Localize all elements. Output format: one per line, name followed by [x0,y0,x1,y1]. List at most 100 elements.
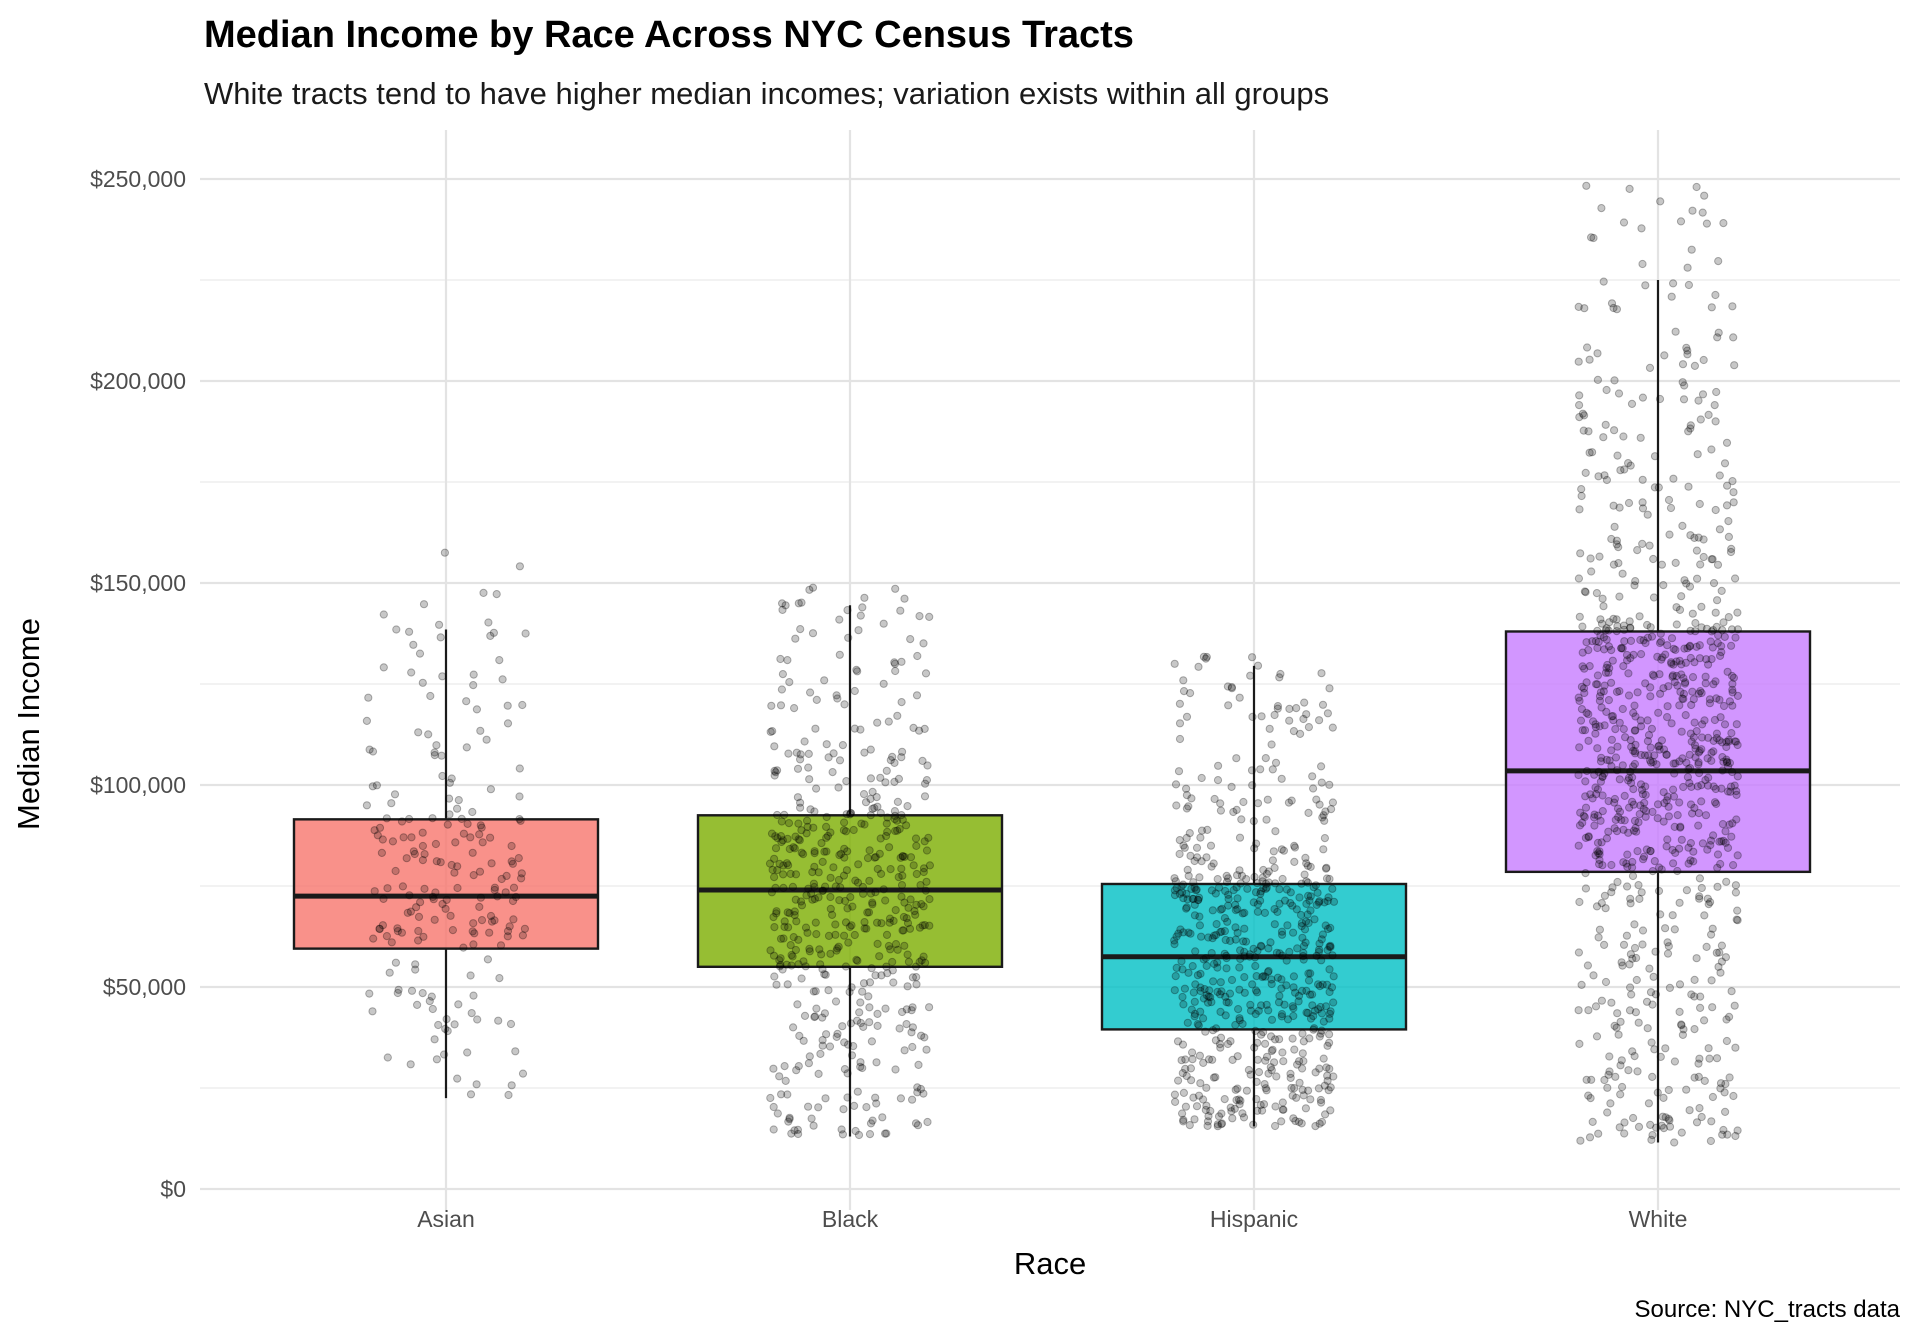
data-point [477,823,486,832]
data-point [1717,837,1726,846]
data-point [906,635,915,644]
data-point [1683,350,1692,359]
data-point [796,625,805,634]
data-point [886,945,895,954]
data-point [1179,928,1188,937]
data-point [793,1125,803,1134]
data-point [1591,851,1600,860]
data-point [1177,1056,1186,1065]
data-point [1694,821,1703,830]
data-point [1217,1119,1227,1128]
data-point [791,895,800,904]
data-point [1604,797,1613,806]
data-point [1197,773,1206,783]
data-point [1240,988,1249,997]
data-point [1601,977,1611,987]
data-point [1625,803,1634,812]
data-point [1643,510,1652,519]
data-point [1626,983,1635,992]
data-point [1725,820,1734,829]
data-point [448,926,457,935]
data-point [1667,658,1676,667]
data-point [1698,390,1708,399]
data-point [1710,401,1719,410]
data-point [1590,813,1599,822]
data-point [1175,699,1185,708]
data-point [1634,1018,1643,1027]
data-point [416,898,425,907]
data-point [1641,679,1650,688]
data-point [797,848,806,857]
data-point [373,831,382,840]
data-point [1718,753,1727,762]
data-point [1325,1038,1334,1047]
data-point [1197,826,1207,835]
data-point [776,960,785,970]
data-point [1607,299,1617,308]
data-point [1595,855,1604,865]
data-point [1696,687,1705,696]
data-point [1608,883,1617,892]
data-point [1720,459,1730,468]
data-point [1595,925,1605,934]
data-point [1268,765,1277,774]
data-point [368,747,378,756]
data-point [1582,678,1591,687]
data-point [1662,750,1671,760]
data-point [768,727,777,736]
data-point [1589,233,1598,243]
data-point [919,952,928,961]
data-point [1647,1135,1656,1144]
data-point [442,1015,451,1024]
data-point [772,907,781,916]
data-point [1267,975,1276,984]
data-point [1695,1054,1704,1063]
data-point [1713,850,1723,859]
data-point [1614,543,1623,552]
data-point [780,917,789,926]
data-point [1720,1088,1729,1097]
data-point [430,915,439,924]
data-point [1627,778,1636,788]
data-point [1667,292,1676,301]
data-point [1677,670,1686,679]
data-point [447,774,456,783]
data-point [442,895,451,905]
data-point [1700,1076,1709,1086]
data-point [1654,741,1664,750]
data-point [1603,1108,1612,1117]
data-point [1696,415,1705,424]
data-point [1641,638,1650,648]
data-point [840,700,849,709]
data-point [1574,302,1583,311]
data-point [399,833,408,842]
data-point [1261,972,1270,981]
data-point [804,884,813,893]
data-point [1626,767,1635,776]
data-point [876,773,885,782]
data-point [1578,726,1587,735]
data-point [834,875,844,885]
data-point [890,777,899,787]
data-point [1708,555,1717,564]
data-point [1235,963,1244,972]
data-point [831,930,840,939]
data-point [1325,1009,1334,1018]
data-point [1689,695,1698,704]
data-point [1236,1096,1245,1105]
data-point [1605,618,1614,627]
data-point [1312,795,1321,804]
data-point [1289,1004,1298,1013]
data-point [1193,1020,1202,1029]
data-point [1182,903,1191,912]
data-point [1602,755,1611,765]
y-tick-label: $200,000 [90,368,186,394]
data-point [768,865,777,875]
data-point [802,891,811,900]
data-point [1229,807,1238,817]
data-point [1273,702,1283,711]
data-point [900,852,909,862]
data-point [443,1026,452,1036]
data-point [1694,1072,1703,1082]
